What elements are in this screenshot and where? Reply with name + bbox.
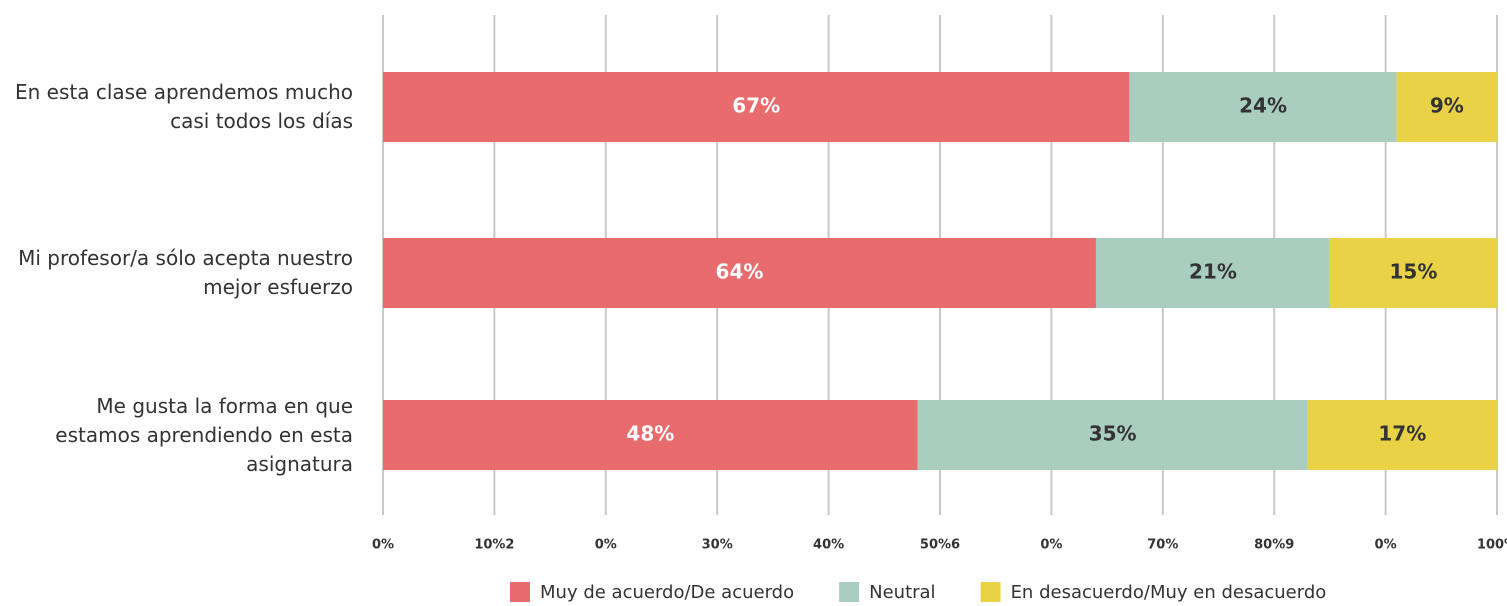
- y-tick-label: Mi profesor/a sólo acepta nuestro mejor …: [18, 246, 353, 299]
- legend-label: Muy de acuerdo/De acuerdo: [540, 582, 794, 603]
- data-label: 21%: [1189, 260, 1237, 284]
- bar-segment: [383, 238, 1096, 308]
- x-tick-label: 100%: [1477, 538, 1507, 553]
- x-tick-label: 10%2: [474, 538, 514, 553]
- data-label: 9%: [1430, 94, 1464, 118]
- legend-swatch: [980, 582, 1001, 602]
- legend-label: En desacuerdo/Muy en desacuerdo: [1011, 582, 1327, 603]
- x-tick-label: 80%9: [1254, 538, 1294, 553]
- data-label: 35%: [1089, 422, 1137, 446]
- x-tick-label: 0%: [1375, 538, 1397, 553]
- data-label: 64%: [716, 260, 764, 284]
- bar-segment: [1129, 72, 1397, 142]
- legend-swatch: [510, 582, 530, 602]
- data-label: 24%: [1239, 94, 1287, 118]
- x-tick-label: 50%6: [920, 538, 960, 553]
- x-tick-label: 0%: [372, 538, 394, 553]
- legend-swatch: [839, 582, 860, 602]
- bar-segment: [1095, 238, 1330, 308]
- bar-segment: [1329, 238, 1497, 308]
- x-tick-label: 0%: [1040, 538, 1062, 553]
- data-label: 67%: [732, 94, 780, 118]
- bar-segment: [917, 400, 1308, 470]
- bar-segment: [1396, 72, 1497, 142]
- y-tick-label: En esta clase aprendemos mucho casi todo…: [14, 80, 353, 133]
- y-tick-label: Me gusta la forma en que estamos aprendi…: [55, 393, 353, 476]
- x-tick-label: 0%: [595, 538, 617, 553]
- data-label: 48%: [626, 422, 674, 446]
- x-tick-label: 40%: [813, 538, 844, 553]
- data-label: 15%: [1390, 260, 1438, 284]
- bar-segment: [1307, 400, 1497, 470]
- data-label: 17%: [1378, 422, 1426, 446]
- bar-segment: [383, 400, 918, 470]
- bar-segment: [383, 72, 1130, 142]
- x-tick-label: 30%: [702, 538, 733, 553]
- x-tick-label: 70%: [1147, 538, 1178, 553]
- legend-label: Neutral: [869, 582, 935, 603]
